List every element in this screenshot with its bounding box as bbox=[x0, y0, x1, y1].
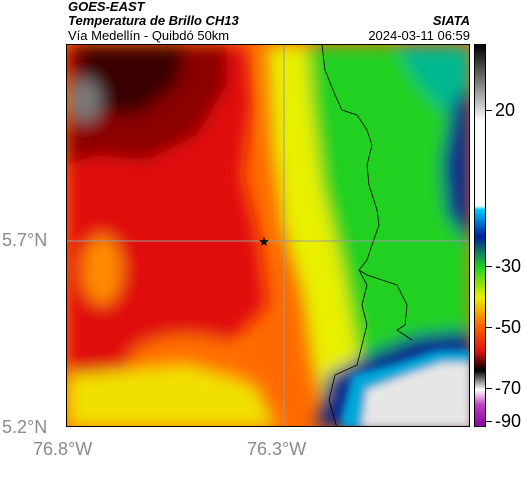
colorbar-tick-minus30 bbox=[486, 266, 492, 267]
colorbar-tick-20 bbox=[486, 110, 492, 111]
org-label: SIATA bbox=[432, 13, 470, 28]
field-blue-east bbox=[442, 87, 469, 243]
brightness-temperature-map: ★ bbox=[67, 45, 469, 426]
datetime-label: 2024-03-11 06:59 bbox=[368, 28, 470, 43]
lat-label-5.2: 5.2°N bbox=[2, 417, 48, 437]
satellite-title: GOES-EAST bbox=[68, 0, 145, 14]
field-orange-pocket bbox=[82, 235, 122, 305]
temperature-colorbar bbox=[474, 44, 486, 427]
colorbar-label-20: 20 bbox=[495, 100, 516, 120]
field-teal-northeast bbox=[397, 45, 469, 124]
lat-label-5.7: 5.7°N bbox=[2, 230, 48, 250]
colorbar-tick-minus50 bbox=[486, 327, 492, 328]
colorbar-tick-minus90 bbox=[486, 421, 492, 422]
field-gray-spot bbox=[69, 78, 101, 122]
map-panel[interactable]: ★ bbox=[66, 44, 470, 427]
colorbar-label-minus50: -50 bbox=[495, 317, 522, 337]
region-subtitle: Vía Medellín - Quibdó 50km bbox=[68, 28, 230, 43]
colorbar-gradient bbox=[475, 45, 485, 426]
field-coldest-core bbox=[77, 45, 187, 115]
lon-label-76.8: 76.8°W bbox=[33, 439, 93, 459]
field-yellow-southwest bbox=[67, 365, 277, 426]
field-warm-cloudless bbox=[362, 363, 469, 426]
colorbar-label-minus30: -30 bbox=[495, 256, 522, 276]
colorbar-label-minus70: -70 bbox=[495, 378, 522, 398]
colorbar-label-minus90: -90 bbox=[495, 411, 522, 431]
product-title: Temperatura de Brillo CH13 bbox=[68, 13, 239, 28]
star-icon[interactable]: ★ bbox=[258, 235, 270, 250]
field-green-east bbox=[307, 45, 469, 426]
lon-label-76.3: 76.3°W bbox=[247, 439, 307, 459]
colorbar-tick-minus70 bbox=[486, 388, 492, 389]
border-line-east bbox=[321, 45, 413, 341]
border-line-south bbox=[328, 269, 368, 426]
